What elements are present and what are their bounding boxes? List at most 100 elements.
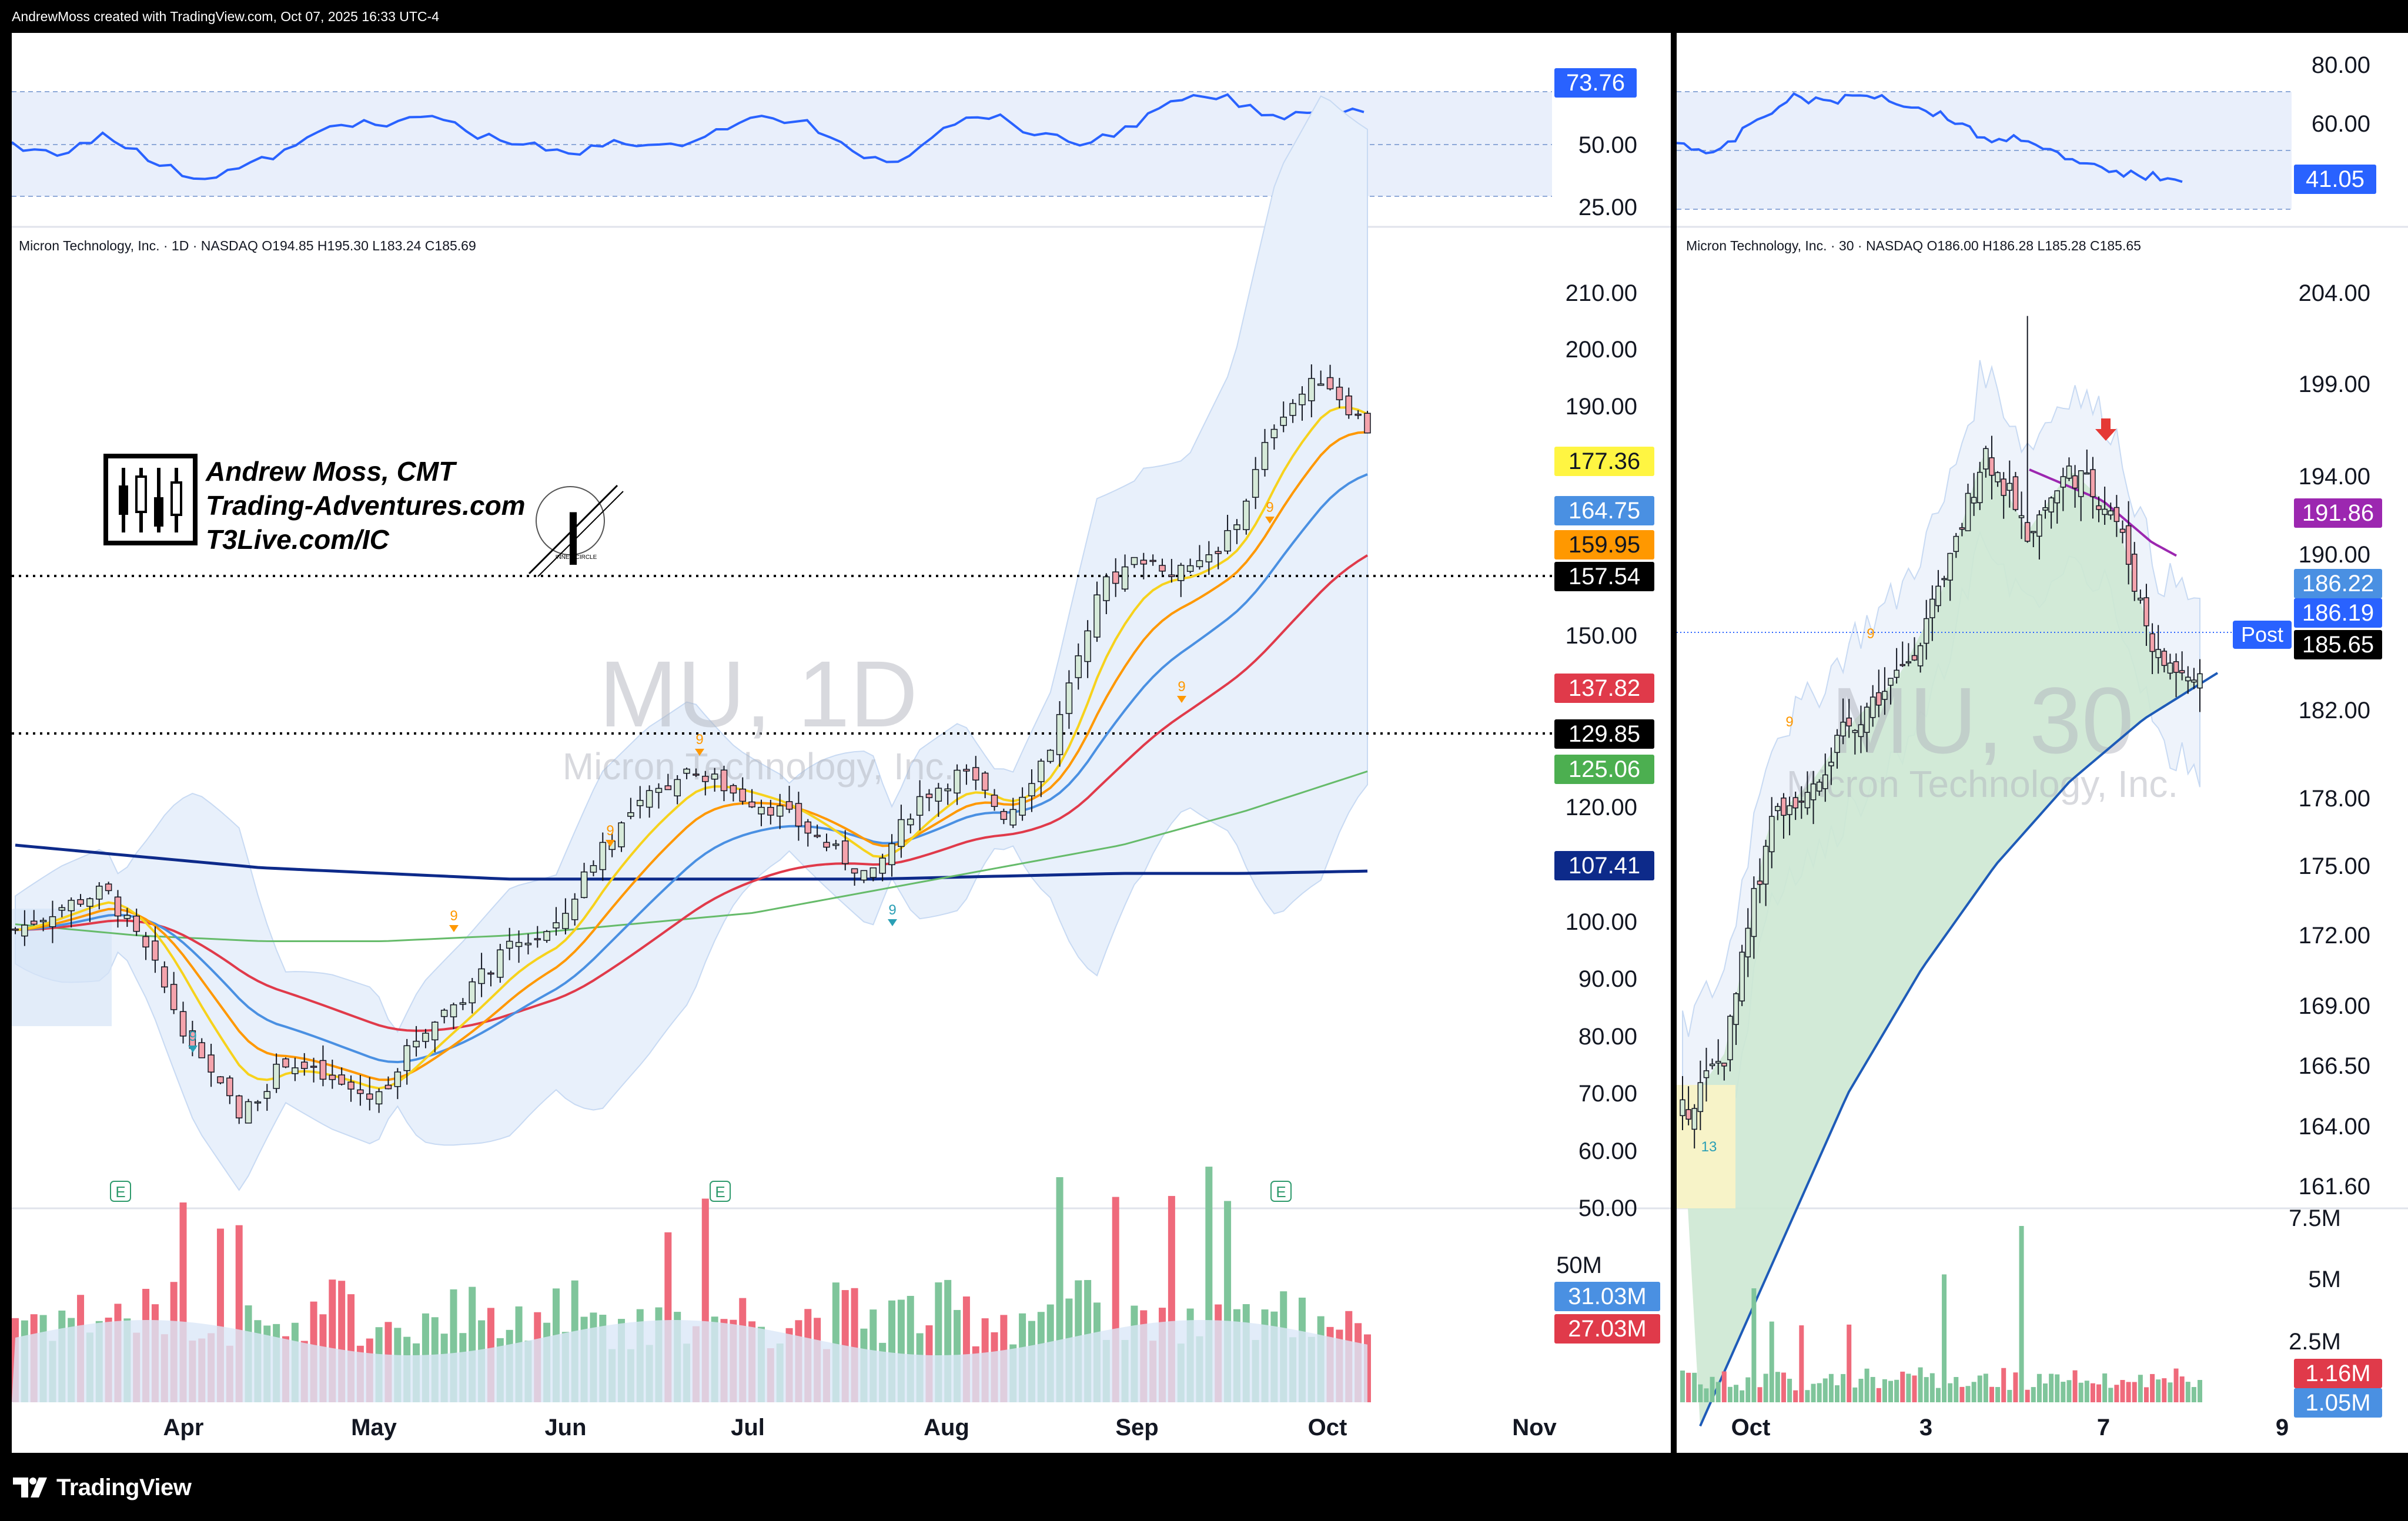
candle (1075, 643, 1082, 690)
candle-body (77, 899, 84, 905)
candle-body (618, 822, 625, 847)
candle-body (1691, 1108, 1697, 1130)
candle-body (1345, 396, 1353, 416)
candle (1168, 559, 1175, 583)
candle-body (879, 857, 886, 874)
intraday-chart-panel[interactable]: MU, 30 Micron Technology, Inc. Micron Te… (1677, 33, 2408, 1453)
candle-body (133, 915, 140, 932)
watermark: MU, 30 (1831, 668, 2134, 773)
candle (319, 1045, 327, 1087)
candle-body (776, 805, 784, 817)
candle-body (1959, 527, 1965, 530)
candle (925, 789, 933, 812)
candle-body (478, 968, 485, 984)
candle-body (1858, 724, 1864, 738)
sma50-line (15, 554, 1369, 1032)
candle-body (655, 788, 663, 793)
candle-body (1280, 417, 1287, 426)
candle (1757, 858, 1763, 903)
inner-circle-caption: INNER CIRCLE (556, 554, 597, 561)
candle (478, 953, 485, 997)
candle (1131, 557, 1138, 568)
volume-bar (1727, 1386, 1733, 1402)
candle-body (1112, 571, 1119, 584)
candle (1093, 581, 1101, 642)
volume-bar (1822, 1378, 1828, 1402)
tradingview-logo[interactable]: TradingView (13, 1473, 192, 1502)
candle (2102, 486, 2108, 525)
candle (1364, 411, 1371, 434)
candle (655, 783, 663, 809)
candle (440, 1008, 448, 1024)
candle (1751, 876, 1757, 959)
candle (39, 917, 47, 932)
price-tick-label: 175.00 (2299, 853, 2370, 879)
candle (487, 970, 494, 987)
candle (1733, 992, 1739, 1045)
td-arrow-icon (1265, 517, 1275, 524)
volume-bar (1918, 1367, 1923, 1402)
volume-axis[interactable]: 50M (1556, 1252, 1602, 1278)
candle (1869, 685, 1876, 727)
rsi-axis[interactable]: 50.00 25.00 (1578, 132, 1637, 220)
candle-body (720, 769, 728, 792)
candle (86, 897, 93, 922)
price-tick-label: 200.00 (1566, 337, 1637, 363)
candle (627, 798, 634, 819)
candle (1858, 705, 1864, 753)
candle-body (1822, 774, 1828, 789)
price-badge: 185.65 (2294, 630, 2382, 659)
price-axis[interactable]: 210.00200.00190.00180.00150.00140.00120.… (1566, 280, 1637, 1221)
candle-body (375, 1091, 383, 1105)
candle-body (869, 867, 877, 878)
candle-body (1762, 846, 1769, 885)
price-badge-text: 129.85 (1568, 721, 1640, 747)
candle-body (282, 1058, 289, 1068)
candle-body (1840, 722, 1846, 737)
candle (767, 799, 774, 825)
candle-body (2102, 508, 2108, 515)
candle (1703, 1047, 1710, 1102)
candle-body (898, 819, 905, 847)
td-count-label: 13 (1701, 1139, 1717, 1155)
candle-body (208, 1054, 215, 1073)
rsi-axis[interactable]: 80.00 60.00 (2312, 52, 2370, 137)
candle-body (2138, 598, 2143, 601)
candle (2036, 510, 2042, 560)
candle (907, 813, 914, 834)
daily-chart-svg[interactable]: MU, 1D Micron Technology, Inc. Micron Te… (12, 33, 1671, 1453)
candle (1084, 620, 1091, 678)
time-axis[interactable]: Oct 3 7 9 (1731, 1415, 2289, 1440)
candle (1149, 554, 1156, 566)
price-tick-label: 90.00 (1578, 966, 1637, 992)
candle (1929, 585, 1935, 641)
candle-body (2096, 505, 2102, 510)
volume-bar (1769, 1321, 1774, 1402)
price-axis[interactable]: 204.00 199.00 194.00 190.00 182.00 178.00 175.… (2299, 280, 2370, 1200)
time-axis[interactable]: Apr May Jun Jul Aug Sep Oct Nov (163, 1415, 1557, 1440)
volume-bar (1852, 1387, 1858, 1402)
candle-body (1149, 560, 1156, 562)
candle (1317, 370, 1325, 386)
volume-bar (1942, 1274, 1947, 1402)
candle (776, 793, 784, 829)
volume-bar (2102, 1373, 2108, 1402)
candle (2024, 316, 2031, 543)
volume-axis[interactable]: 7.5M 5M 2.5M (2289, 1205, 2341, 1355)
intraday-chart-svg[interactable]: MU, 30 Micron Technology, Inc. Micron Te… (1677, 33, 2408, 1453)
candle-body (1869, 696, 1876, 718)
candle-body (2119, 528, 2126, 533)
earnings-marker: E (110, 1181, 131, 1202)
candle (2078, 470, 2084, 521)
volume-badge: 1.16M (2294, 1359, 2382, 1388)
candle (2012, 472, 2019, 512)
candle-body (1196, 560, 1203, 568)
candle (2018, 491, 2025, 540)
volume-bar (2066, 1380, 2072, 1402)
chart-legend: Micron Technology, Inc. · 30 · NASDAQ O1… (1686, 238, 2141, 253)
daily-chart-panel[interactable]: MU, 1D Micron Technology, Inc. Micron Te… (12, 33, 1671, 1453)
time-tick-label: Nov (1512, 1415, 1557, 1440)
candle (580, 863, 588, 899)
candle-body (1888, 678, 1894, 686)
candle-body (68, 900, 75, 912)
